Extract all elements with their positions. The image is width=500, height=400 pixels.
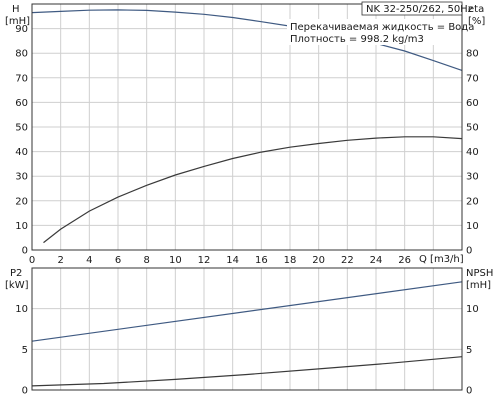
x-axis-label-background — [418, 252, 458, 264]
bottom-chart-grid — [31, 268, 462, 391]
bottom-left-axis-ticks: 0 5 10 — [15, 304, 28, 396]
left-axis-tick-label: 0 — [22, 386, 28, 397]
left-axis-tick-label: 20 — [15, 196, 28, 207]
x-axis-tick-label: 24 — [370, 255, 383, 266]
left-axis-tick-label: 80 — [15, 49, 28, 60]
x-axis-ticks: 0246810121416182022242628 — [29, 255, 440, 266]
x-axis-label: Q [m3/h] — [419, 254, 464, 265]
bot-series-1-line — [31, 356, 463, 387]
right-axis-tick-label: 80 — [466, 49, 479, 60]
bottom-right-axis-label-line2: [mH] — [466, 280, 491, 291]
density-annotation: Плотность = 998.2 kg/m3 — [290, 34, 424, 45]
x-axis-tick-label: 10 — [169, 255, 182, 266]
x-axis-tick-label: 14 — [226, 255, 239, 266]
x-axis-tick-label: 6 — [115, 255, 121, 266]
x-axis-tick-label: 20 — [312, 255, 325, 266]
annotation-background — [287, 19, 457, 45]
x-axis-tick-label: 22 — [341, 255, 354, 266]
x-axis-tick-label: 2 — [57, 255, 63, 266]
liquid-annotation: Перекачиваемая жидкость = Вода — [290, 22, 474, 33]
bottom-right-axis-ticks: 0 5 10 — [466, 304, 479, 396]
top-series-1-line — [43, 136, 463, 244]
bot-series-0-line — [31, 281, 463, 342]
right-axis-tick-label: 50 — [466, 123, 479, 134]
x-axis-tick-label: 0 — [29, 255, 35, 266]
bottom-chart-curves — [31, 281, 463, 387]
top-left-axis-label-line1: H — [12, 4, 20, 15]
x-axis-tick-label: 8 — [143, 255, 149, 266]
right-axis-tick-label: 10 — [466, 221, 479, 232]
right-axis-tick-label: 60 — [466, 98, 479, 109]
left-axis-tick-label: 0 — [22, 246, 28, 257]
top-right-axis-label-line1: eta — [468, 4, 484, 15]
model-label: NK 32-250/262, 50Hz — [366, 4, 473, 15]
right-axis-tick-label: 30 — [466, 172, 479, 183]
left-axis-tick-label: 10 — [15, 304, 28, 315]
right-axis-tick-label: 5 — [466, 345, 472, 356]
bottom-left-axis-label-line1: P2 — [10, 268, 22, 279]
left-axis-tick-label: 70 — [15, 73, 28, 84]
top-chart-curves — [31, 9, 463, 244]
top-series-0-line — [31, 9, 463, 71]
x-axis-tick-label: 12 — [198, 255, 211, 266]
x-axis-tick-label: 4 — [86, 255, 92, 266]
right-axis-tick-label: 70 — [466, 73, 479, 84]
left-axis-tick-label: 5 — [22, 345, 28, 356]
top-left-axis-label-line2: [mH] — [5, 16, 30, 27]
bottom-right-axis-label-line1: NPSH — [466, 268, 493, 279]
x-axis-tick-label: 16 — [255, 255, 268, 266]
model-label-box — [361, 1, 463, 16]
left-axis-tick-label: 30 — [15, 172, 28, 183]
x-axis-tick-label: 26 — [398, 255, 411, 266]
top-chart-frame — [31, 3, 463, 251]
x-axis-tick-label: 18 — [284, 255, 297, 266]
left-axis-tick-label: 90 — [15, 24, 28, 35]
top-right-axis-label-line2: [%] — [468, 16, 485, 27]
right-axis-tick-label: 0 — [466, 246, 472, 257]
right-axis-tick-label: 0 — [466, 386, 472, 397]
right-axis-tick-label: 10 — [466, 304, 479, 315]
right-axis-tick-label: 40 — [466, 147, 479, 158]
top-right-axis-ticks: 0 10 20 30 40 50 60 70 80 — [466, 49, 479, 257]
bottom-chart-frame — [31, 267, 463, 391]
right-axis-tick-label: 20 — [466, 196, 479, 207]
top-left-axis-ticks: 0 10 20 30 40 50 60 70 80 90 — [15, 24, 28, 256]
left-axis-tick-label: 10 — [15, 221, 28, 232]
bottom-left-axis-label-line2: [kW] — [5, 280, 29, 291]
left-axis-tick-label: 60 — [15, 98, 28, 109]
left-axis-tick-label: 50 — [15, 123, 28, 134]
left-axis-tick-label: 40 — [15, 147, 28, 158]
